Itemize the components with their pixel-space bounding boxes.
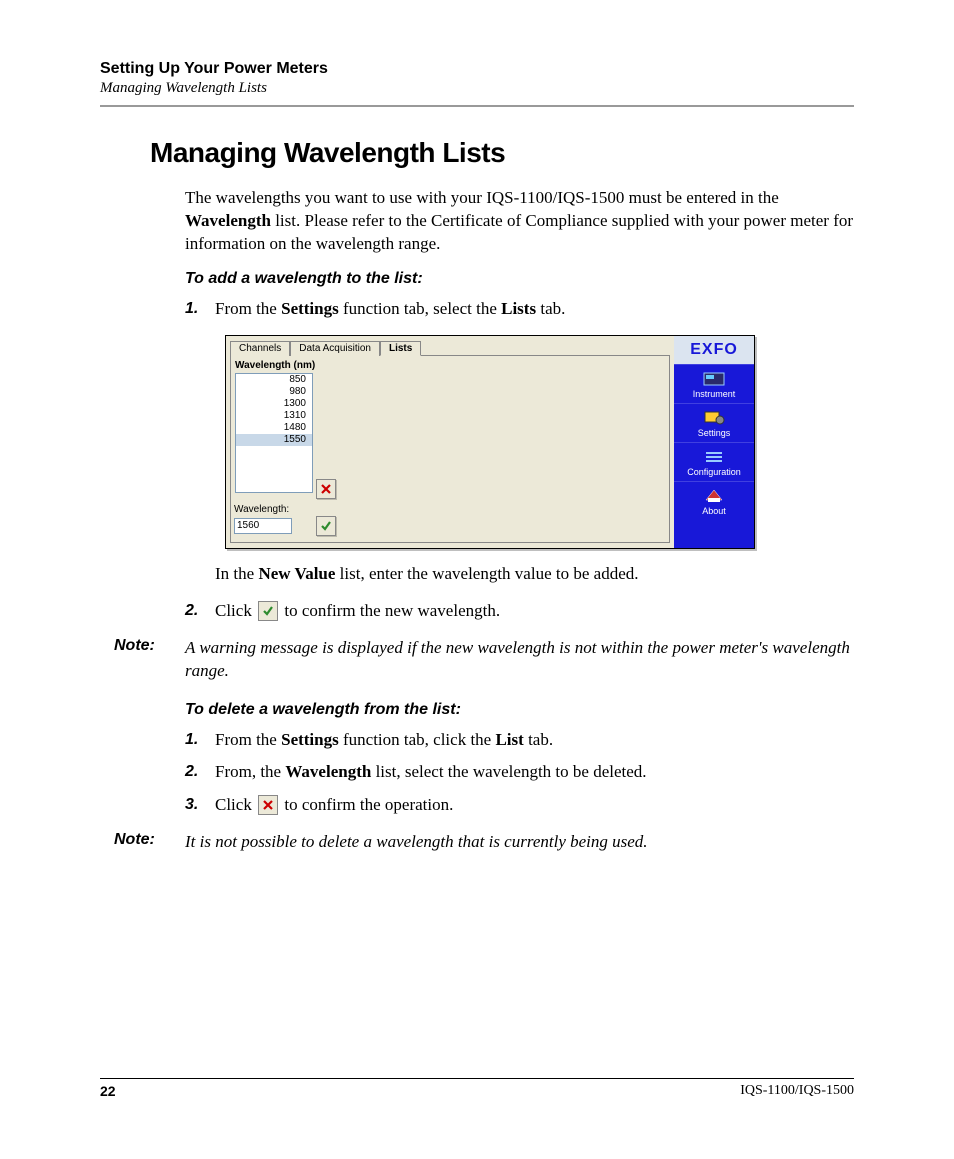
step-body: Click to confirm the operation.: [215, 794, 854, 817]
wavelength-input[interactable]: [234, 518, 292, 534]
step-body: From, the Wavelength list, select the wa…: [215, 761, 854, 784]
instrument-icon: [703, 371, 725, 387]
tab-data-acquisition[interactable]: Data Acquisition: [290, 341, 380, 356]
embedded-screenshot: Channels Data Acquisition Lists Waveleng…: [225, 335, 755, 549]
list-item[interactable]: 1480: [236, 422, 312, 434]
text: In the: [215, 564, 258, 583]
text: Click: [215, 795, 256, 814]
check-icon: [320, 520, 332, 532]
note-body: A warning message is displayed if the ne…: [185, 637, 854, 683]
header-rule: [100, 105, 854, 107]
step-body: Click to confirm the new wavelength.: [215, 600, 854, 623]
text: list, enter the wavelength value to be a…: [335, 564, 638, 583]
tab-channels[interactable]: Channels: [230, 341, 290, 356]
intro-paragraph: The wavelengths you want to use with you…: [185, 187, 854, 256]
add-step-1: 1. From the Settings function tab, selec…: [185, 298, 854, 321]
screenshot-sidebar: EXFO Instrument Settings Configuration A…: [674, 336, 754, 548]
del-step-1: 1. From the Settings function tab, click…: [185, 729, 854, 752]
text: From the: [215, 730, 281, 749]
step-number: 3.: [185, 794, 215, 817]
settings-icon: [703, 410, 725, 426]
text: From, the: [215, 762, 285, 781]
text: function tab, select the: [339, 299, 501, 318]
note-label: Note:: [100, 637, 185, 683]
configuration-icon: [703, 449, 725, 465]
text: The wavelengths you want to use with you…: [185, 188, 779, 207]
delete-wavelength-button[interactable]: [316, 479, 336, 499]
text: to confirm the new wavelength.: [284, 601, 500, 620]
text: Click: [215, 601, 256, 620]
delete-heading: To delete a wavelength from the list:: [185, 701, 854, 719]
cross-icon: [258, 795, 278, 815]
tab-strip: Channels Data Acquisition Lists: [226, 336, 674, 355]
screenshot-main-panel: Channels Data Acquisition Lists Waveleng…: [226, 336, 674, 548]
list-item[interactable]: 850: [236, 374, 312, 386]
text: to confirm the operation.: [284, 795, 453, 814]
del-step-2: 2. From, the Wavelength list, select the…: [185, 761, 854, 784]
sidebar-item-settings[interactable]: Settings: [674, 403, 754, 442]
text-bold: Wavelength: [285, 762, 371, 781]
text: tab.: [524, 730, 553, 749]
text: list, select the wavelength to be delete…: [371, 762, 646, 781]
text-bold: List: [495, 730, 523, 749]
text: list. Please refer to the Certificate of…: [185, 211, 853, 253]
sidebar-item-label: Configuration: [687, 467, 741, 477]
list-item[interactable]: 1300: [236, 398, 312, 410]
add-wavelength-button[interactable]: [316, 516, 336, 536]
check-icon: [258, 601, 278, 621]
list-item[interactable]: 1310: [236, 410, 312, 422]
note-label: Note:: [100, 831, 185, 854]
sidebar-item-configuration[interactable]: Configuration: [674, 442, 754, 481]
exfo-logo: EXFO: [674, 336, 754, 364]
wavelength-listbox[interactable]: 8509801300131014801550: [235, 373, 313, 493]
list-item[interactable]: 980: [236, 386, 312, 398]
wavelength-input-label: Wavelength:: [234, 504, 289, 515]
cross-icon: [320, 483, 332, 495]
step-number: 2.: [185, 600, 215, 623]
step-body: From the Settings function tab, click th…: [215, 729, 854, 752]
del-step-3: 3. Click to confirm the operation.: [185, 794, 854, 817]
step-number: 2.: [185, 761, 215, 784]
sidebar-item-instrument[interactable]: Instrument: [674, 364, 754, 403]
header-section: Managing Wavelength Lists: [100, 80, 854, 97]
note-1: Note: A warning message is displayed if …: [100, 637, 854, 683]
header-chapter: Setting Up Your Power Meters: [100, 60, 854, 78]
add-step-2: 2. Click to confirm the new wavelength.: [185, 600, 854, 623]
add-caption: In the New Value list, enter the wavelen…: [215, 563, 854, 586]
sidebar-item-label: Settings: [698, 428, 731, 438]
text-bold: Settings: [281, 730, 339, 749]
step-body: From the Settings function tab, select t…: [215, 298, 854, 321]
text-bold: New Value: [258, 564, 335, 583]
step-number: 1.: [185, 729, 215, 752]
note-2: Note: It is not possible to delete a wav…: [100, 831, 854, 854]
sidebar-item-about[interactable]: About: [674, 481, 754, 520]
page-number: 22: [100, 1083, 116, 1099]
text: From the: [215, 299, 281, 318]
text-bold: Wavelength: [185, 211, 271, 230]
wavelength-group-label: Wavelength (nm): [235, 360, 665, 371]
text: function tab, click the: [339, 730, 496, 749]
tab-lists[interactable]: Lists: [380, 341, 421, 356]
list-item[interactable]: 1550: [236, 434, 312, 446]
page-footer: 22 IQS-1100/IQS-1500: [100, 1078, 854, 1099]
tab-panel: Wavelength (nm) 8509801300131014801550: [230, 355, 670, 543]
step-number: 1.: [185, 298, 215, 321]
sidebar-item-label: Instrument: [693, 389, 736, 399]
note-body: It is not possible to delete a wavelengt…: [185, 831, 854, 854]
doc-id: IQS-1100/IQS-1500: [740, 1083, 854, 1099]
about-icon: [703, 488, 725, 504]
text-bold: Settings: [281, 299, 339, 318]
add-heading: To add a wavelength to the list:: [185, 270, 854, 288]
page-title: Managing Wavelength Lists: [150, 137, 854, 169]
text: tab.: [536, 299, 565, 318]
text-bold: Lists: [501, 299, 536, 318]
sidebar-item-label: About: [702, 506, 726, 516]
